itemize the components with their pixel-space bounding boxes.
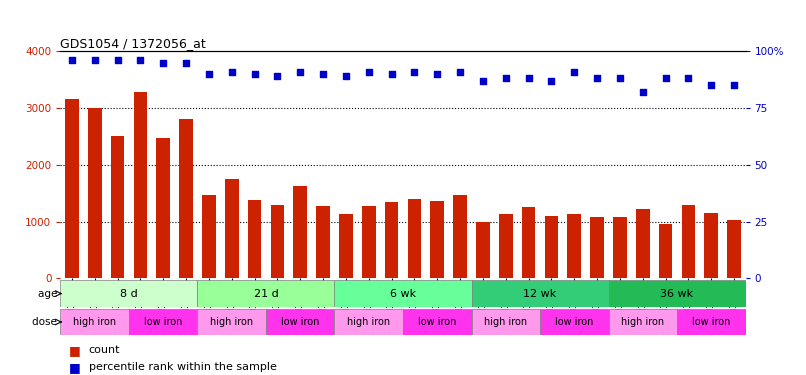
Text: low iron: low iron <box>418 317 456 327</box>
Bar <box>682 205 696 278</box>
Text: 12 wk: 12 wk <box>523 288 557 298</box>
Bar <box>197 280 334 307</box>
Point <box>476 78 489 84</box>
Point <box>317 71 330 77</box>
Point <box>567 69 580 75</box>
Point <box>134 57 147 63</box>
Point <box>293 69 306 75</box>
Bar <box>472 309 540 335</box>
Bar <box>590 217 604 278</box>
Point <box>659 75 672 81</box>
Text: low iron: low iron <box>281 317 319 327</box>
Point <box>408 69 421 75</box>
Point <box>545 78 558 84</box>
Bar <box>271 204 285 278</box>
Bar <box>472 280 609 307</box>
Bar <box>334 309 403 335</box>
Bar <box>334 280 472 307</box>
Bar <box>408 199 422 278</box>
Text: 8 d: 8 d <box>120 288 138 298</box>
Point <box>591 75 604 81</box>
Bar <box>384 202 398 278</box>
Text: percentile rank within the sample: percentile rank within the sample <box>89 362 276 372</box>
Point <box>202 71 215 77</box>
Point <box>156 60 169 66</box>
Point <box>682 75 695 81</box>
Point <box>522 75 535 81</box>
Point <box>430 71 443 77</box>
Point <box>454 69 467 75</box>
Bar <box>65 99 79 278</box>
Bar <box>521 207 535 278</box>
Bar <box>362 206 376 278</box>
Text: high iron: high iron <box>73 317 116 327</box>
Bar <box>567 214 581 278</box>
Text: high iron: high iron <box>347 317 390 327</box>
Bar <box>659 224 672 278</box>
Text: GDS1054 / 1372056_at: GDS1054 / 1372056_at <box>60 37 206 50</box>
Text: dose: dose <box>32 317 60 327</box>
Bar <box>134 92 147 278</box>
Bar <box>110 136 124 278</box>
Bar <box>60 280 197 307</box>
Text: age: age <box>38 288 60 298</box>
Bar <box>704 213 718 278</box>
Point <box>65 57 78 63</box>
Bar <box>609 309 677 335</box>
Point <box>88 57 101 63</box>
Bar <box>636 209 650 278</box>
Text: high iron: high iron <box>621 317 664 327</box>
Text: high iron: high iron <box>484 317 527 327</box>
Text: 36 wk: 36 wk <box>660 288 694 298</box>
Point <box>271 73 284 79</box>
Text: 6 wk: 6 wk <box>390 288 416 298</box>
Text: low iron: low iron <box>144 317 182 327</box>
Bar <box>540 309 609 335</box>
Point <box>248 71 261 77</box>
Bar <box>613 217 627 278</box>
Bar <box>339 214 353 278</box>
Point <box>704 82 717 88</box>
Bar <box>316 206 330 278</box>
Point <box>613 75 626 81</box>
Point <box>362 69 375 75</box>
Bar <box>293 186 307 278</box>
Bar <box>179 119 193 278</box>
Bar <box>247 200 261 278</box>
Bar <box>476 222 490 278</box>
Bar <box>156 138 170 278</box>
Text: 21 d: 21 d <box>254 288 278 298</box>
Bar <box>266 309 334 335</box>
Bar <box>403 309 472 335</box>
Bar <box>60 309 129 335</box>
Bar <box>129 309 197 335</box>
Point <box>180 60 193 66</box>
Text: low iron: low iron <box>692 317 730 327</box>
Point <box>339 73 352 79</box>
Text: low iron: low iron <box>555 317 593 327</box>
Point <box>728 82 741 88</box>
Bar <box>197 309 266 335</box>
Bar <box>609 280 746 307</box>
Point <box>225 69 239 75</box>
Point <box>111 57 124 63</box>
Text: high iron: high iron <box>210 317 253 327</box>
Bar <box>545 216 559 278</box>
Text: count: count <box>89 345 120 355</box>
Bar <box>499 214 513 278</box>
Bar <box>677 309 746 335</box>
Text: ■: ■ <box>69 361 81 374</box>
Bar <box>202 195 216 278</box>
Bar <box>225 179 239 278</box>
Bar <box>727 220 741 278</box>
Bar <box>453 195 467 278</box>
Point <box>385 71 398 77</box>
Point <box>636 89 649 95</box>
Point <box>499 75 512 81</box>
Bar <box>88 108 102 278</box>
Bar <box>430 201 444 278</box>
Text: ■: ■ <box>69 344 81 357</box>
